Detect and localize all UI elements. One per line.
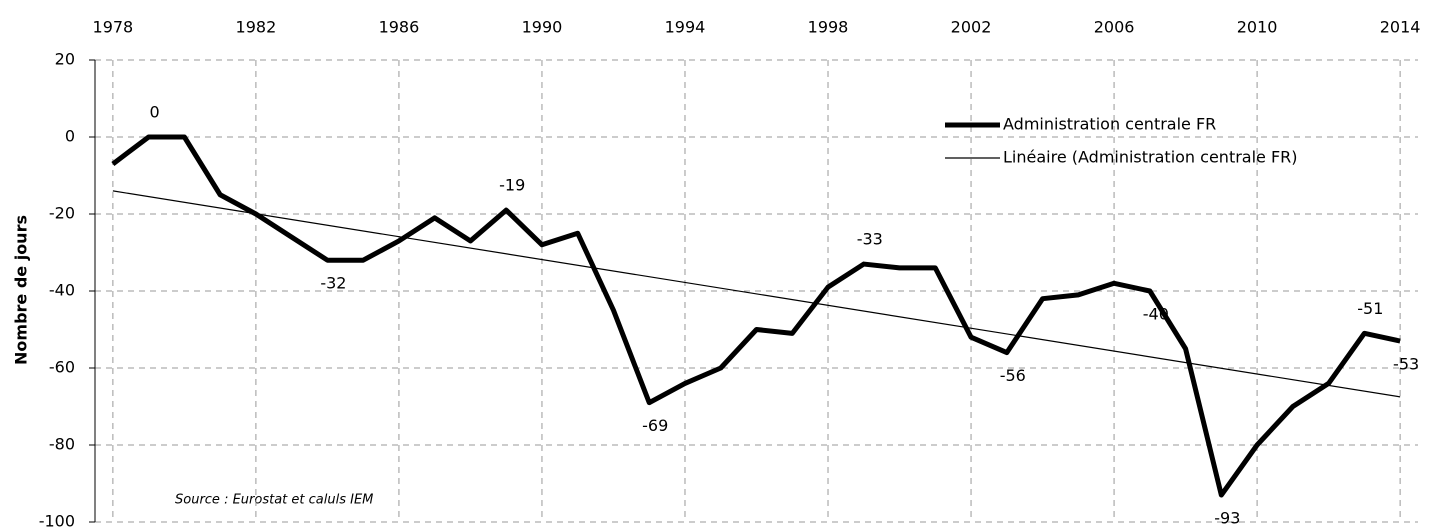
- x-tick-label: 1982: [236, 18, 277, 37]
- x-tick-label: 1986: [379, 18, 420, 37]
- x-tick-label: 2002: [951, 18, 992, 37]
- y-tick-label: -20: [49, 204, 75, 223]
- data-label: -56: [1000, 366, 1026, 385]
- data-label: -51: [1357, 299, 1383, 318]
- data-label: -93: [1214, 509, 1240, 528]
- trend-line: [112, 190, 1401, 398]
- data-label: -33: [857, 230, 883, 249]
- legend-label: Administration centrale FR: [1003, 115, 1216, 134]
- y-tick-label: -40: [49, 281, 75, 300]
- x-tick-label: 2010: [1237, 18, 1278, 37]
- x-tick-label: 1998: [808, 18, 849, 37]
- source-note: Source : Eurostat et caluls IEM: [175, 493, 373, 508]
- data-label: -32: [320, 274, 346, 293]
- legend-label: Linéaire (Administration centrale FR): [1003, 148, 1298, 167]
- data-label: 0: [150, 103, 160, 122]
- x-tick-label: 2006: [1094, 18, 1135, 37]
- y-tick-label: -80: [49, 435, 75, 454]
- data-label: -19: [499, 176, 525, 195]
- data-label: -53: [1393, 355, 1419, 374]
- y-tick-label: -100: [39, 512, 75, 531]
- x-tick-label: 2014: [1380, 18, 1421, 37]
- data-label: -40: [1143, 305, 1169, 324]
- y-tick-label: 0: [65, 127, 75, 146]
- x-tick-label: 1990: [522, 18, 563, 37]
- y-axis-label: Nombre de jours: [12, 215, 31, 365]
- x-tick-label: 1994: [665, 18, 706, 37]
- series-line: [111, 134, 1401, 498]
- y-tick-label: -60: [49, 358, 75, 377]
- y-tick-label: 20: [55, 50, 75, 69]
- x-tick-label: 1978: [93, 18, 134, 37]
- data-label: -69: [642, 416, 668, 435]
